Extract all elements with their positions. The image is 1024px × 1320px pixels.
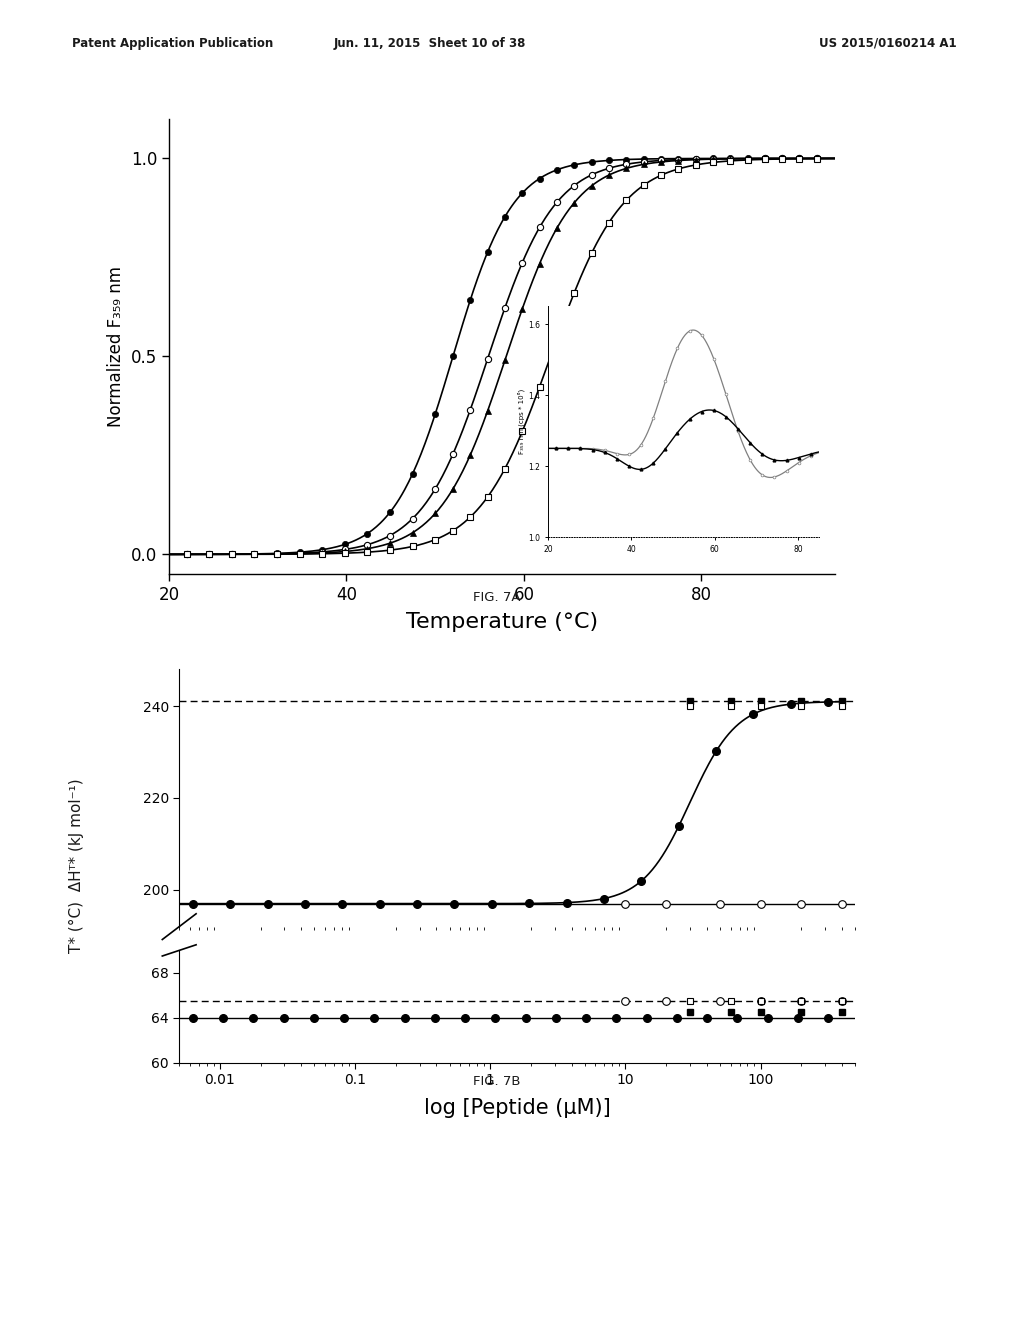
Y-axis label: F₃₅₉ nm (cps * 10⁶): F₃₅₉ nm (cps * 10⁶) <box>518 389 525 454</box>
Text: Patent Application Publication: Patent Application Publication <box>72 37 273 50</box>
X-axis label: log [Peptide (μM)]: log [Peptide (μM)] <box>424 1098 610 1118</box>
Text: T* (°C)  ΔHᵀ* (kJ mol⁻¹): T* (°C) ΔHᵀ* (kJ mol⁻¹) <box>70 779 84 953</box>
Text: FIG. 7B: FIG. 7B <box>473 1074 520 1088</box>
Text: Jun. 11, 2015  Sheet 10 of 38: Jun. 11, 2015 Sheet 10 of 38 <box>334 37 526 50</box>
Text: FIG. 7A: FIG. 7A <box>473 590 520 603</box>
Text: US 2015/0160214 A1: US 2015/0160214 A1 <box>819 37 956 50</box>
Y-axis label: Normalized F₃₅₉ nm: Normalized F₃₅₉ nm <box>108 267 125 426</box>
X-axis label: Temperature (°C): Temperature (°C) <box>406 612 598 632</box>
